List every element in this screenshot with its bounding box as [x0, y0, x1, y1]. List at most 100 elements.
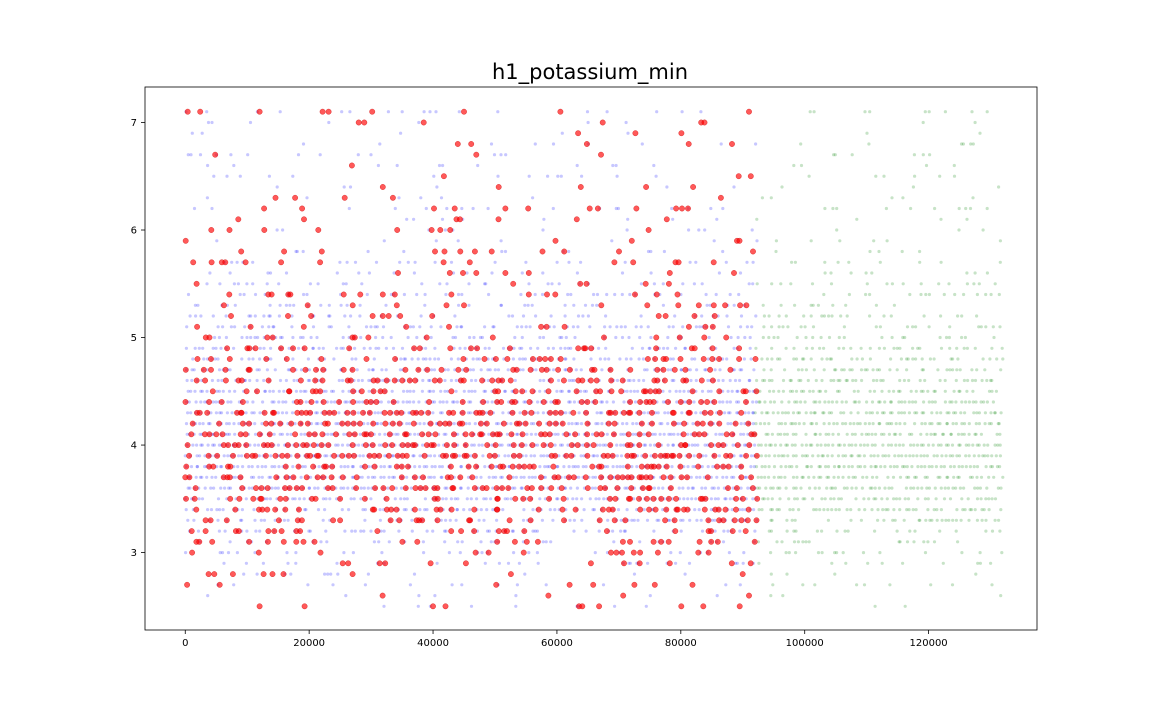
data-point-series-1: [413, 260, 417, 264]
data-point-series-3: [528, 485, 535, 492]
data-point-series-1: [302, 497, 306, 501]
data-point-series-3: [695, 302, 702, 309]
data-point-series-1: [195, 454, 199, 458]
data-point-series-2: [773, 454, 777, 458]
data-point-series-1: [208, 271, 212, 275]
data-point-series-3: [297, 528, 304, 535]
data-point-series-1: [752, 368, 756, 372]
data-point-series-3: [691, 345, 698, 352]
data-point-series-1: [392, 271, 396, 275]
data-point-series-2: [956, 432, 961, 436]
data-point-series-3: [583, 280, 590, 287]
data-point-series-3: [308, 313, 315, 319]
data-point-series-1: [227, 389, 232, 393]
data-point-series-1: [359, 497, 363, 501]
data-point-series-3: [493, 581, 500, 588]
data-point-series-2: [768, 443, 772, 447]
data-point-series-3: [539, 248, 546, 255]
data-point-series-2: [928, 357, 933, 361]
data-point-series-3: [738, 474, 745, 481]
data-point-series-3: [382, 420, 389, 427]
data-point-series-1: [542, 378, 546, 383]
data-point-series-1: [619, 518, 623, 522]
data-point-series-1: [538, 335, 542, 340]
data-point-series-2: [892, 346, 896, 350]
data-point-series-1: [577, 411, 581, 415]
data-point-series-2: [793, 422, 798, 426]
data-point-series-1: [475, 357, 479, 361]
data-point-series-3: [282, 506, 289, 513]
data-point-series-1: [378, 432, 382, 436]
data-point-series-3: [415, 366, 422, 373]
data-point-series-3: [403, 452, 410, 459]
data-point-series-3: [228, 313, 234, 319]
data-point-series-2: [892, 432, 897, 436]
data-point-series-1: [359, 529, 363, 533]
data-point-series-1: [400, 110, 404, 114]
data-point-series-3: [188, 528, 195, 535]
data-point-series-3: [379, 184, 386, 190]
data-point-series-1: [455, 508, 459, 512]
data-point-series-2: [955, 368, 959, 372]
data-point-series-2: [893, 518, 897, 522]
data-point-series-2: [827, 432, 831, 436]
data-point-series-1: [505, 432, 509, 436]
data-point-series-1: [681, 518, 685, 522]
data-point-series-2: [916, 465, 920, 469]
data-point-series-1: [417, 120, 421, 125]
data-point-series-1: [325, 400, 329, 404]
data-point-series-3: [431, 205, 437, 212]
data-point-series-2: [975, 314, 979, 318]
data-point-series-2: [923, 422, 927, 426]
data-point-series-3: [483, 420, 490, 427]
data-point-series-1: [452, 346, 456, 350]
data-point-series-3: [219, 431, 226, 438]
data-point-series-2: [914, 475, 918, 479]
data-point-series-2: [817, 465, 821, 469]
data-point-series-1: [719, 142, 723, 146]
data-point-series-3: [747, 560, 754, 567]
data-point-series-3: [383, 377, 390, 384]
data-point-series-1: [706, 378, 710, 383]
data-point-series-3: [297, 399, 304, 405]
data-point-series-3: [269, 571, 276, 578]
data-point-series-3: [390, 399, 397, 405]
data-point-series-2: [907, 475, 911, 479]
data-point-series-3: [750, 248, 756, 255]
data-point-series-2: [935, 518, 939, 522]
data-point-series-2: [967, 422, 971, 426]
data-point-series-2: [831, 432, 835, 436]
data-point-series-2: [923, 475, 927, 479]
data-point-series-2: [919, 282, 923, 286]
data-point-series-1: [314, 422, 318, 426]
data-point-series-1: [248, 120, 253, 125]
data-point-series-3: [594, 205, 601, 212]
data-point-series-1: [606, 465, 610, 469]
data-point-series-2: [972, 454, 976, 458]
data-point-series-2: [897, 389, 901, 393]
data-point-series-2: [980, 508, 984, 512]
data-point-series-1: [733, 378, 738, 383]
data-point-series-1: [240, 518, 244, 522]
data-point-series-3: [653, 291, 660, 298]
data-point-series-1: [440, 411, 444, 415]
data-point-series-2: [847, 292, 852, 297]
data-point-series-2: [909, 389, 913, 393]
data-point-series-1: [498, 443, 502, 447]
data-point-series-1: [524, 443, 528, 447]
data-point-series-3: [411, 345, 418, 352]
data-point-series-1: [540, 518, 545, 522]
data-point-series-2: [907, 378, 911, 383]
data-point-series-1: [470, 443, 474, 447]
data-point-series-1: [419, 314, 423, 318]
data-point-series-1: [376, 411, 380, 415]
data-point-series-1: [453, 314, 457, 318]
data-point-series-2: [844, 303, 848, 307]
data-point-series-1: [379, 400, 383, 404]
data-point-series-3: [513, 366, 520, 373]
data-point-series-3: [232, 506, 239, 513]
data-point-series-2: [951, 422, 955, 426]
data-point-series-2: [873, 486, 877, 490]
data-point-series-1: [412, 572, 417, 576]
data-point-series-3: [566, 366, 573, 373]
